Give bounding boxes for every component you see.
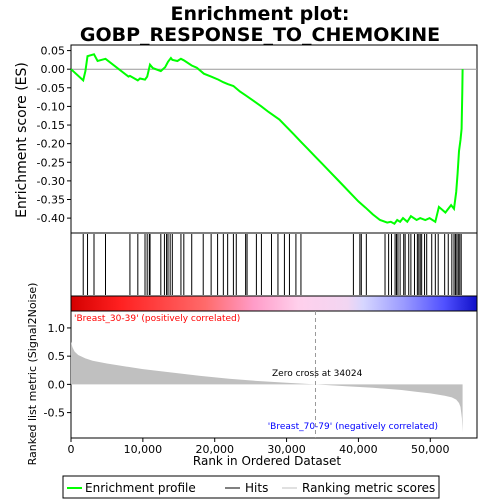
color-band-rect — [70, 295, 478, 312]
metric-ytick-label: 0.0 — [48, 378, 66, 391]
es-ytick-label: -0.10 — [37, 100, 65, 113]
zero-cross-label: Zero cross at 34024 — [272, 369, 363, 379]
es-ytick-label: -0.05 — [37, 82, 65, 95]
es-ytick-label: -0.30 — [37, 175, 65, 188]
x-tick-label: 40,000 — [339, 443, 378, 456]
x-tick-label: 10,000 — [124, 443, 163, 456]
metric-area — [71, 341, 463, 433]
es-ytick-label: 0.05 — [41, 45, 66, 58]
metric-panel: 1.0 0.5 0.0 -0.5 'Breast_30-39' (positively… — [26, 283, 478, 466]
legend-metric-label: Ranking metric scores — [302, 481, 435, 495]
hits-frame — [70, 232, 478, 297]
es-ytick-label: -0.20 — [37, 138, 65, 151]
legend-enrichment-label: Enrichment profile — [85, 481, 196, 495]
es-y-axis-label: Enrichment score (ES) — [14, 62, 30, 218]
x-tick-label: 50,000 — [411, 443, 450, 456]
es-y-axis: 0.05 0.00 -0.05 -0.10 -0.15 -0.20 -0.25 -0.30 -0… — [37, 45, 71, 225]
x-axis-label: Rank in Ordered Dataset — [193, 454, 341, 468]
es-ytick-label: -0.25 — [37, 156, 65, 169]
positive-correlation-label: 'Breast_30-39' (positively correlated) — [74, 314, 240, 324]
legend-box — [62, 475, 440, 499]
metric-y-axis-label: Ranked list metric (Signal2Noise) — [26, 283, 39, 466]
metric-ytick-label: 0.5 — [48, 350, 66, 363]
hits-panel — [70, 232, 478, 297]
es-plot-frame — [70, 44, 478, 234]
x-tick-label: 0 — [68, 443, 75, 456]
hit-markers — [82, 234, 462, 295]
x-tick-label: 20,000 — [195, 443, 234, 456]
metric-ytick-label: 1.0 — [48, 322, 66, 335]
negative-correlation-label: 'Breast_70-79' (negatively correlated) — [268, 422, 438, 432]
rank-color-band — [70, 295, 478, 312]
legend-hits-label: Hits — [245, 481, 268, 495]
metric-ytick-label: -0.5 — [44, 407, 65, 420]
x-axis: 0 10,000 20,000 30,000 40,000 50,000 — [68, 438, 450, 456]
es-ytick-label: -0.35 — [37, 193, 65, 206]
x-tick-label: 30,000 — [267, 443, 306, 456]
chart-title-line2: GOBP_RESPONSE_TO_CHEMOKINE — [80, 24, 440, 46]
metric-y-axis: 1.0 0.5 0.0 -0.5 — [44, 322, 71, 420]
chart-title-line1: Enrichment plot: — [171, 3, 350, 25]
es-ytick-label: -0.40 — [37, 212, 65, 225]
es-profile-line — [70, 53, 464, 225]
legend: Enrichment profile Hits Ranking metric s… — [62, 475, 440, 499]
es-ytick-label: -0.15 — [37, 119, 65, 132]
es-panel: 0.05 0.00 -0.05 -0.10 -0.15 -0.20 -0.25 -0.30 -0… — [14, 44, 478, 234]
es-ytick-label: 0.00 — [41, 63, 66, 76]
